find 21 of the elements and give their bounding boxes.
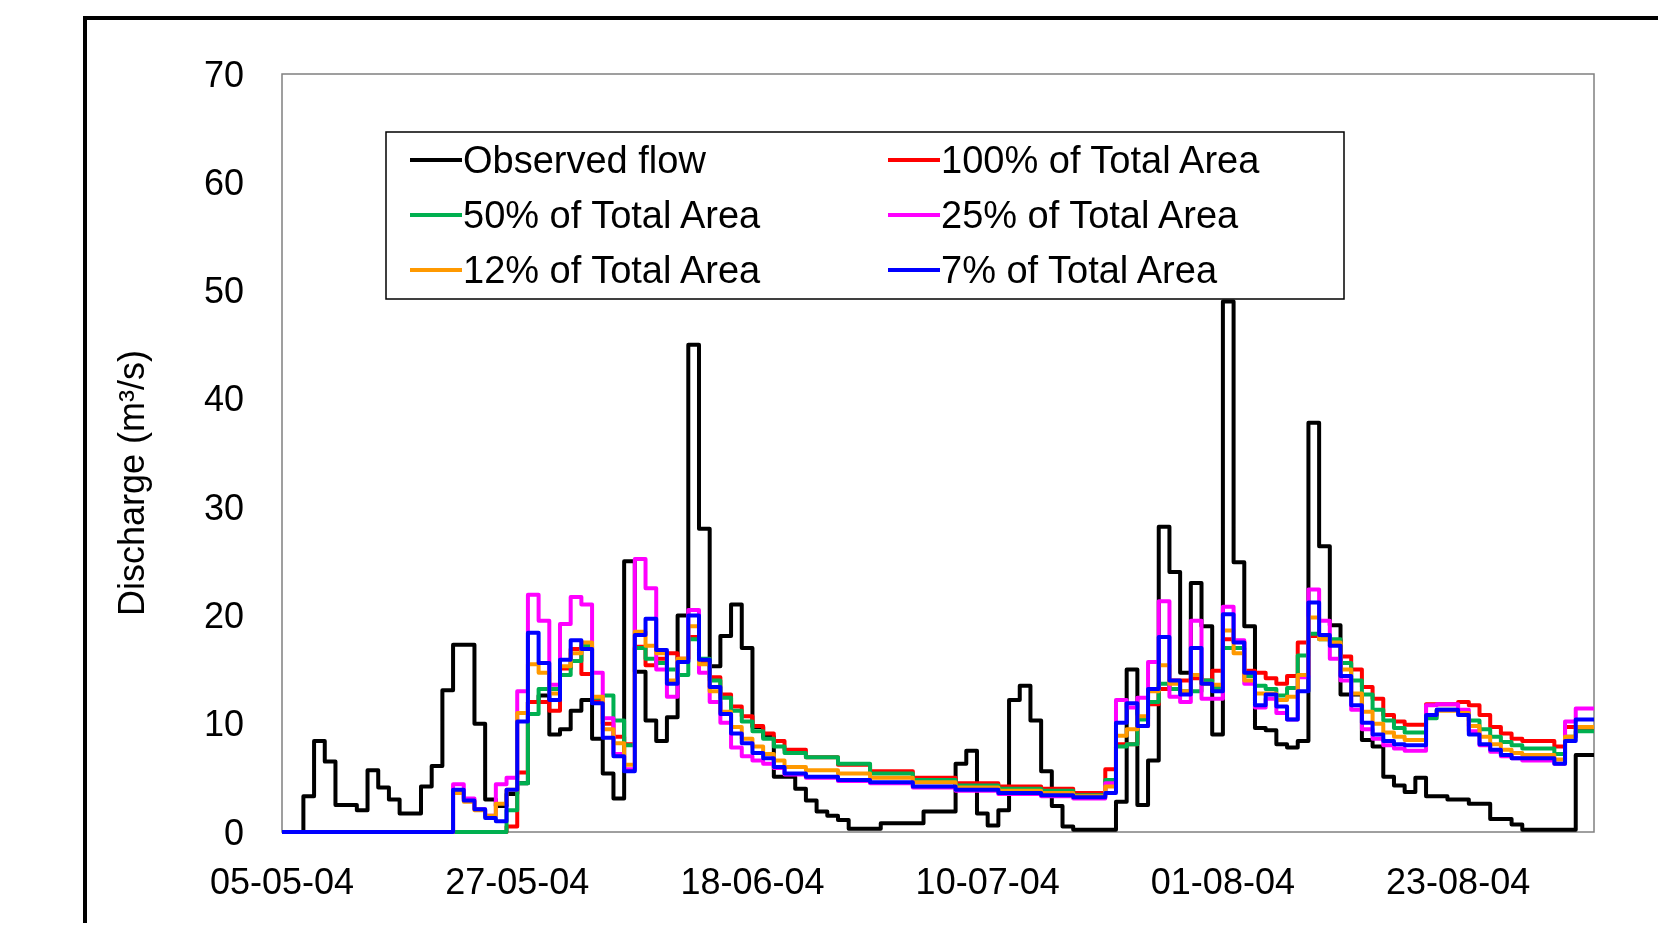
legend-label: 50% of Total Area [463,194,762,237]
y-tick-label: 70 [203,53,244,95]
y-tick-label: 10 [203,703,244,745]
legend-label: 25% of Total Area [941,194,1240,237]
x-tick-label: 18-06-04 [680,861,825,902]
legend-label: 100% of Total Area [941,139,1261,182]
y-tick-label: 50 [203,270,244,312]
x-tick-label: 05-05-04 [209,861,355,902]
y-tick-label: 60 [203,161,244,203]
x-tick-label: 10-07-04 [915,861,1060,902]
legend-label: Observed flow [463,139,707,182]
x-tick-label: 01-08-04 [1150,861,1295,902]
y-tick-label: 30 [203,486,244,528]
legend-label: 12% of Total Area [463,249,762,292]
x-tick-label: 23-08-04 [1386,861,1531,902]
y-axis-title: Discharge (m³/s) [111,349,152,617]
y-tick-label: 0 [223,811,244,853]
y-tick-label: 20 [203,595,244,637]
y-tick-label: 40 [203,378,244,420]
legend-label: 7% of Total Area [941,249,1218,292]
x-tick-label: 27-05-04 [445,861,590,902]
